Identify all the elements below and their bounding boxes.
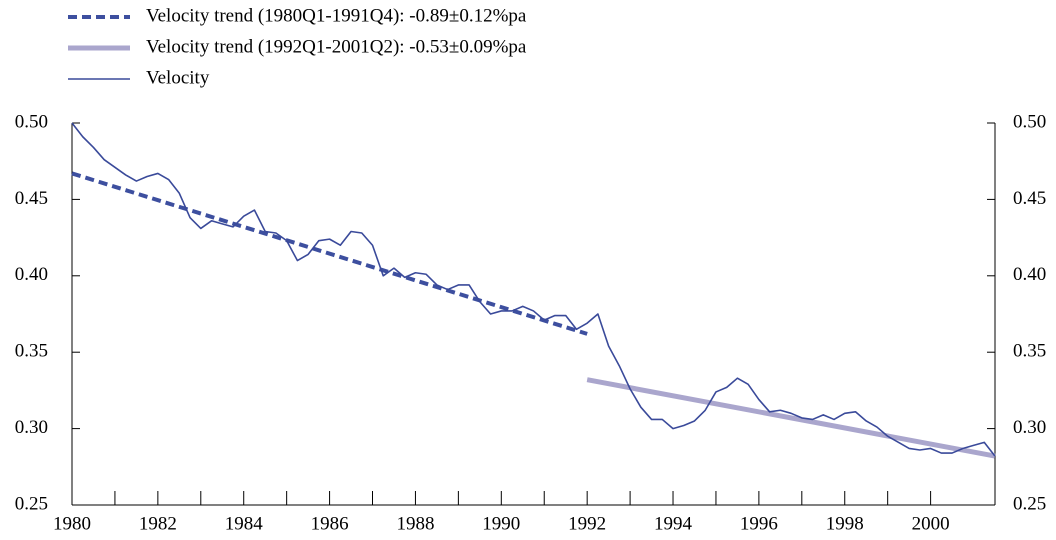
x-tick-label: 1998 <box>826 513 864 534</box>
x-tick-label: 1982 <box>139 513 177 534</box>
x-tick-label: 1980 <box>53 513 91 534</box>
y2-tick-label: 0.40 <box>1013 264 1046 285</box>
x-tick-label: 1984 <box>225 513 264 534</box>
y-tick-label: 0.30 <box>15 417 48 438</box>
x-tick-label: 1996 <box>740 513 778 534</box>
y2-tick-label: 0.45 <box>1013 188 1046 209</box>
x-tick-label: 1990 <box>482 513 520 534</box>
series-line <box>586 377 996 459</box>
x-tick-label: 1986 <box>311 513 349 534</box>
y-tick-label: 0.50 <box>15 111 48 132</box>
y2-tick-label: 0.50 <box>1013 111 1046 132</box>
x-tick-label: 1992 <box>568 513 606 534</box>
series-line <box>71 171 588 336</box>
y-tick-label: 0.35 <box>15 341 48 362</box>
y-tick-label: 0.25 <box>15 493 48 514</box>
y2-tick-label: 0.30 <box>1013 417 1046 438</box>
y2-tick-label: 0.25 <box>1013 493 1046 514</box>
x-tick-label: 1988 <box>396 513 434 534</box>
legend-label: Velocity trend (1992Q1-2001Q2): -0.53±0.… <box>146 36 527 57</box>
series-line <box>71 122 996 457</box>
legend-label: Velocity <box>146 67 210 88</box>
x-tick-label: 1994 <box>654 513 693 534</box>
y-tick-label: 0.45 <box>15 188 48 209</box>
x-tick-label: 2000 <box>912 513 950 534</box>
y2-tick-label: 0.35 <box>1013 341 1046 362</box>
legend-label: Velocity trend (1980Q1-1991Q4): -0.89±0.… <box>146 5 527 26</box>
y-tick-label: 0.40 <box>15 264 48 285</box>
